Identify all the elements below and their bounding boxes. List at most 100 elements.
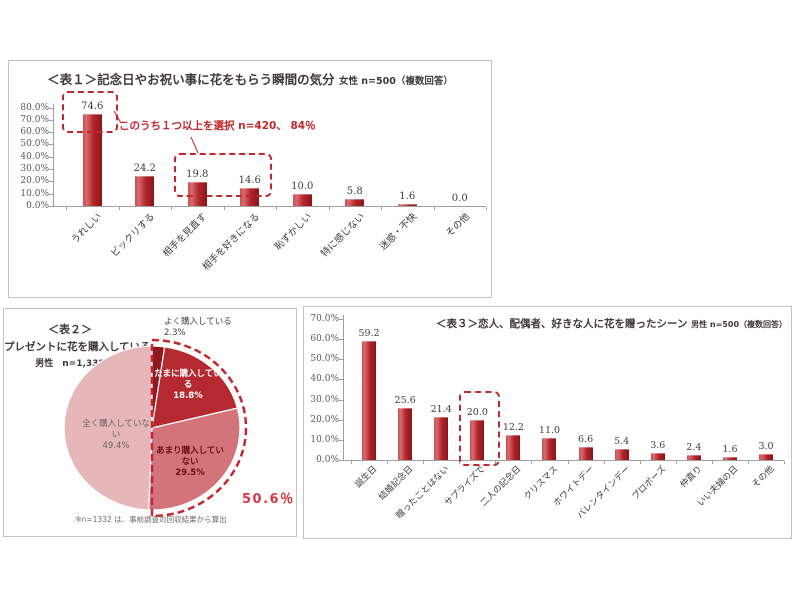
pie-slice-label-text: よく購入している <box>164 317 232 327</box>
y-tick <box>49 181 53 183</box>
pie-slice-percentage: 2.3% <box>164 328 186 339</box>
chart2-title: プレゼントに花を購入している <box>4 341 151 353</box>
y-tick <box>49 132 53 134</box>
chart1-title-suffix: 女性 n=500（複数回答） <box>339 76 453 87</box>
bar-value-label: 24.2 <box>133 163 156 175</box>
y-tick-label: 40.0% <box>20 151 49 162</box>
chart2-subtitle: 男性 n=1,332 <box>35 359 105 369</box>
y-tick-label: 30.0% <box>310 394 339 405</box>
bar <box>240 188 260 206</box>
bar <box>82 114 102 206</box>
bar <box>292 193 312 206</box>
chart2-pie-chart: ＜表２＞ プレゼントに花を購入している 男性 n=1,332 50.6％ ※n=… <box>3 308 297 537</box>
bar-value-label: 2.4 <box>686 442 702 454</box>
y-tick <box>339 419 343 421</box>
pie-slice-label-text: 全く購入していない <box>82 419 150 441</box>
pie-slice-label-3: 全く購入していない 49.4% <box>78 419 154 452</box>
bar-value-label: 5.4 <box>614 436 630 448</box>
y-tick-label: 60.0% <box>310 334 339 345</box>
bar-value-label: 14.6 <box>238 175 261 187</box>
pie-slice-label-2: あまり購入していない 29.5% <box>154 446 226 479</box>
pie-footnote: ※n=1332 は、事前調査の回収結果から算出 <box>75 515 227 524</box>
y-axis-line <box>53 103 54 206</box>
y-tick-label: 80.0% <box>20 102 49 113</box>
y-tick-label: 10.0% <box>310 434 339 445</box>
pie-slice-percentage: 18.8% <box>173 391 203 402</box>
pie-slice-percentage: 49.4% <box>102 441 130 452</box>
x-tick <box>784 461 786 464</box>
chart1-title: ＜表１＞記念日やお祝い事に花をもらう瞬間の気分 女性 n=500（複数回答） <box>9 69 491 88</box>
x-category-label: その他 <box>443 211 472 240</box>
bar <box>398 408 413 460</box>
x-tick <box>675 461 677 464</box>
bar <box>362 340 377 460</box>
chart2-title-tag: ＜表２＞ <box>48 323 92 336</box>
bar <box>187 181 207 206</box>
y-tick-label: 10.0% <box>20 188 49 199</box>
pie-callout-percentage: 50.6％ <box>242 492 295 507</box>
bar-value-label: 20.0 <box>466 406 488 418</box>
y-tick <box>339 319 343 320</box>
chart1-annotation: このうち１つ以上を選択 n=420、 84％ <box>119 120 316 132</box>
y-tick-label: 20.0% <box>20 176 49 187</box>
x-tick <box>711 461 713 464</box>
y-tick-label: 60.0% <box>20 127 49 138</box>
y-tick <box>339 460 343 461</box>
bar-value-label: 19.8 <box>186 168 209 180</box>
bar-value-label: 12.2 <box>502 422 524 434</box>
x-tick <box>531 461 533 464</box>
bar <box>345 198 365 206</box>
y-tick-label: 50.0% <box>310 354 339 365</box>
bar-value-label: 1.6 <box>399 191 416 203</box>
y-tick <box>49 206 53 207</box>
y-tick-label: 50.0% <box>20 139 49 150</box>
bar-value-label: 74.6 <box>81 101 104 113</box>
x-tick <box>171 207 172 210</box>
highlight-dashed-box <box>459 391 500 466</box>
x-tick <box>639 461 641 464</box>
y-tick <box>339 439 343 441</box>
pie-slice-label-0: よく購入している 2.3% <box>164 317 244 339</box>
y-tick-label: 70.0% <box>20 114 49 125</box>
pie-slice-label-1: たまに購入している 18.8% <box>152 369 224 402</box>
x-tick <box>381 207 382 210</box>
y-tick-label: 0.0% <box>316 455 339 465</box>
y-tick <box>49 107 53 109</box>
x-tick <box>351 461 352 464</box>
bar <box>397 204 417 206</box>
x-tick <box>603 461 605 464</box>
x-tick <box>66 207 67 210</box>
x-category-label: 誕生日 <box>353 464 380 491</box>
chart3-title: ＜表３＞恋人、配偶者、好きな人に花を贈ったシーン 男性 n=500（複数回答） <box>434 316 789 331</box>
bar <box>434 416 449 460</box>
y-tick <box>339 339 343 341</box>
bar-value-label: 3.6 <box>650 439 666 451</box>
highlight-dashed-box <box>62 91 118 133</box>
pie-slice-label-text: たまに購入している <box>154 369 222 391</box>
x-tick <box>387 461 389 464</box>
pie-slice-percentage: 29.5% <box>175 468 205 479</box>
y-tick-label: 20.0% <box>310 414 339 425</box>
bar <box>686 455 701 460</box>
bar <box>722 456 737 460</box>
y-tick <box>339 379 343 381</box>
bar-value-label: 21.4 <box>430 403 452 415</box>
x-axis-line <box>343 460 784 461</box>
bar-value-label: 25.6 <box>394 395 416 407</box>
pie-slice-label-text: あまり購入していない <box>156 446 224 468</box>
y-axis-line <box>343 315 344 460</box>
y-tick <box>49 119 53 121</box>
y-tick-label: 30.0% <box>20 164 49 175</box>
y-tick <box>49 193 53 195</box>
bar <box>506 435 521 460</box>
bar <box>578 446 593 460</box>
pie-highlight-dashed-outline <box>150 338 248 518</box>
x-tick <box>423 461 425 464</box>
bar <box>542 437 557 460</box>
x-tick <box>747 461 749 464</box>
x-tick <box>433 207 435 210</box>
chart3-title-main: ＜表３＞恋人、配偶者、好きな人に花を贈ったシーン <box>435 318 688 330</box>
chart3-title-suffix: 男性 n=500（複数回答） <box>691 320 788 329</box>
bar-value-label: 11.0 <box>538 424 561 436</box>
